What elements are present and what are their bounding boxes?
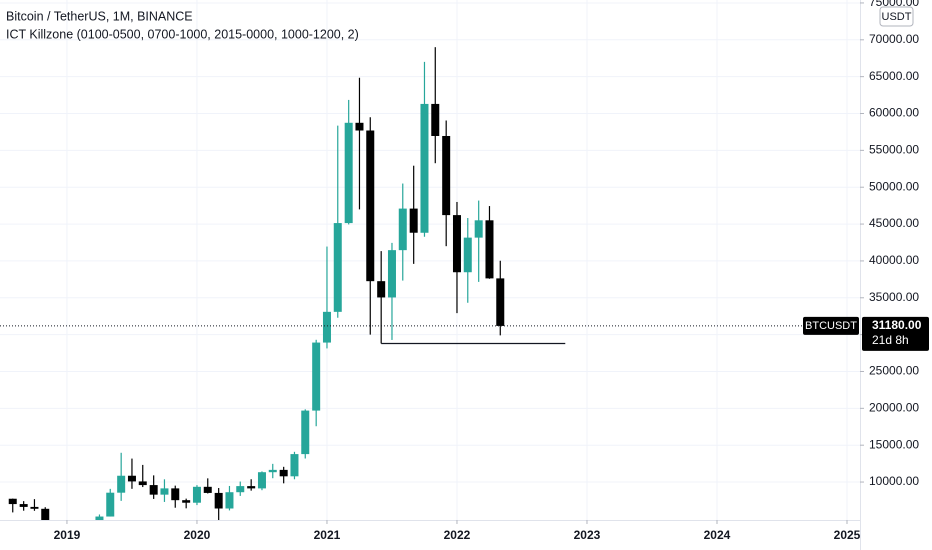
candle-body [182, 500, 191, 503]
candle-body [290, 454, 299, 477]
candle-body [279, 469, 288, 477]
candle-body [117, 475, 126, 493]
x-tick-label: 2022 [444, 528, 471, 542]
candle-body [127, 475, 136, 482]
y-tick-label: 40000.00 [869, 253, 919, 267]
chart-title: Bitcoin / TetherUS, 1M, BINANCE [6, 9, 193, 23]
y-tick-label: 45000.00 [869, 216, 919, 230]
y-tick-label: 55000.00 [869, 143, 919, 157]
candle-body [474, 220, 483, 238]
x-tick-label: 2021 [314, 528, 341, 542]
candle-body [333, 223, 342, 312]
candle-body [268, 469, 277, 473]
x-tick-label: 2025 [834, 528, 861, 542]
y-tick-label: 15000.00 [869, 437, 919, 451]
y-tick-label: 20000.00 [869, 401, 919, 415]
symbol-label: BTCUSDT [805, 320, 857, 332]
candle-body [149, 485, 158, 495]
candle-body [19, 504, 28, 507]
candle-body [377, 281, 386, 298]
candle-body [398, 208, 407, 251]
candle-body [203, 486, 212, 493]
candle-body [106, 492, 115, 517]
candle-body [463, 237, 472, 273]
candle-body [30, 506, 39, 509]
candle-body [442, 135, 451, 216]
x-tick-label: 2024 [704, 528, 731, 542]
candle-body [420, 103, 429, 233]
candle-body [160, 488, 169, 495]
candle-body [387, 250, 396, 298]
y-tick-label: 50000.00 [869, 179, 919, 193]
price-label-bg [862, 316, 929, 351]
candle-body [236, 486, 245, 493]
candle-body [247, 486, 256, 489]
candle-body [214, 492, 223, 509]
candle-body [431, 103, 440, 136]
candle-body [225, 492, 234, 509]
candle-body [312, 342, 321, 411]
x-tick-label: 2019 [54, 528, 81, 542]
candle-body [85, 526, 93, 528]
plot-area [0, 47, 860, 528]
symbol-label-bg [803, 316, 859, 335]
candle-body [409, 208, 418, 233]
y-tick-label: 75000.00 [869, 0, 919, 9]
y-tick-label: 70000.00 [869, 32, 919, 46]
y-tick-label: 60000.00 [869, 106, 919, 120]
x-tick-label: 2020 [184, 528, 211, 542]
y-tick-label: 65000.00 [869, 69, 919, 83]
price-label: 31180.00 [872, 318, 922, 332]
x-tick-label: 2023 [574, 528, 601, 542]
indicator-label: ICT Killzone (0100-0500, 0700-1000, 2015… [6, 27, 359, 41]
candle-body [496, 278, 505, 326]
candle-body [366, 130, 375, 282]
candle-body [355, 122, 364, 131]
candle-body [95, 516, 104, 520]
candle-body [8, 498, 17, 505]
candle-body [322, 311, 331, 343]
candle-body [344, 122, 353, 224]
grid [0, 0, 860, 520]
y-tick-label: 25000.00 [869, 364, 919, 378]
candle-body [192, 486, 201, 503]
candle-body [257, 472, 266, 489]
axes: 10000.0015000.0020000.0025000.0030000.00… [54, 0, 929, 542]
countdown-label: 21d 8h [872, 333, 909, 347]
candle-body [301, 410, 310, 455]
candle-body [138, 481, 147, 486]
candle-body [41, 508, 50, 520]
candle-body [171, 488, 180, 501]
y-tick-label: 35000.00 [869, 290, 919, 304]
candle-body [452, 215, 461, 273]
y-tick-label: 10000.00 [869, 474, 919, 488]
currency-button-label[interactable]: USDT [882, 11, 912, 23]
candle-body [485, 220, 494, 279]
currency-button[interactable] [879, 6, 914, 27]
